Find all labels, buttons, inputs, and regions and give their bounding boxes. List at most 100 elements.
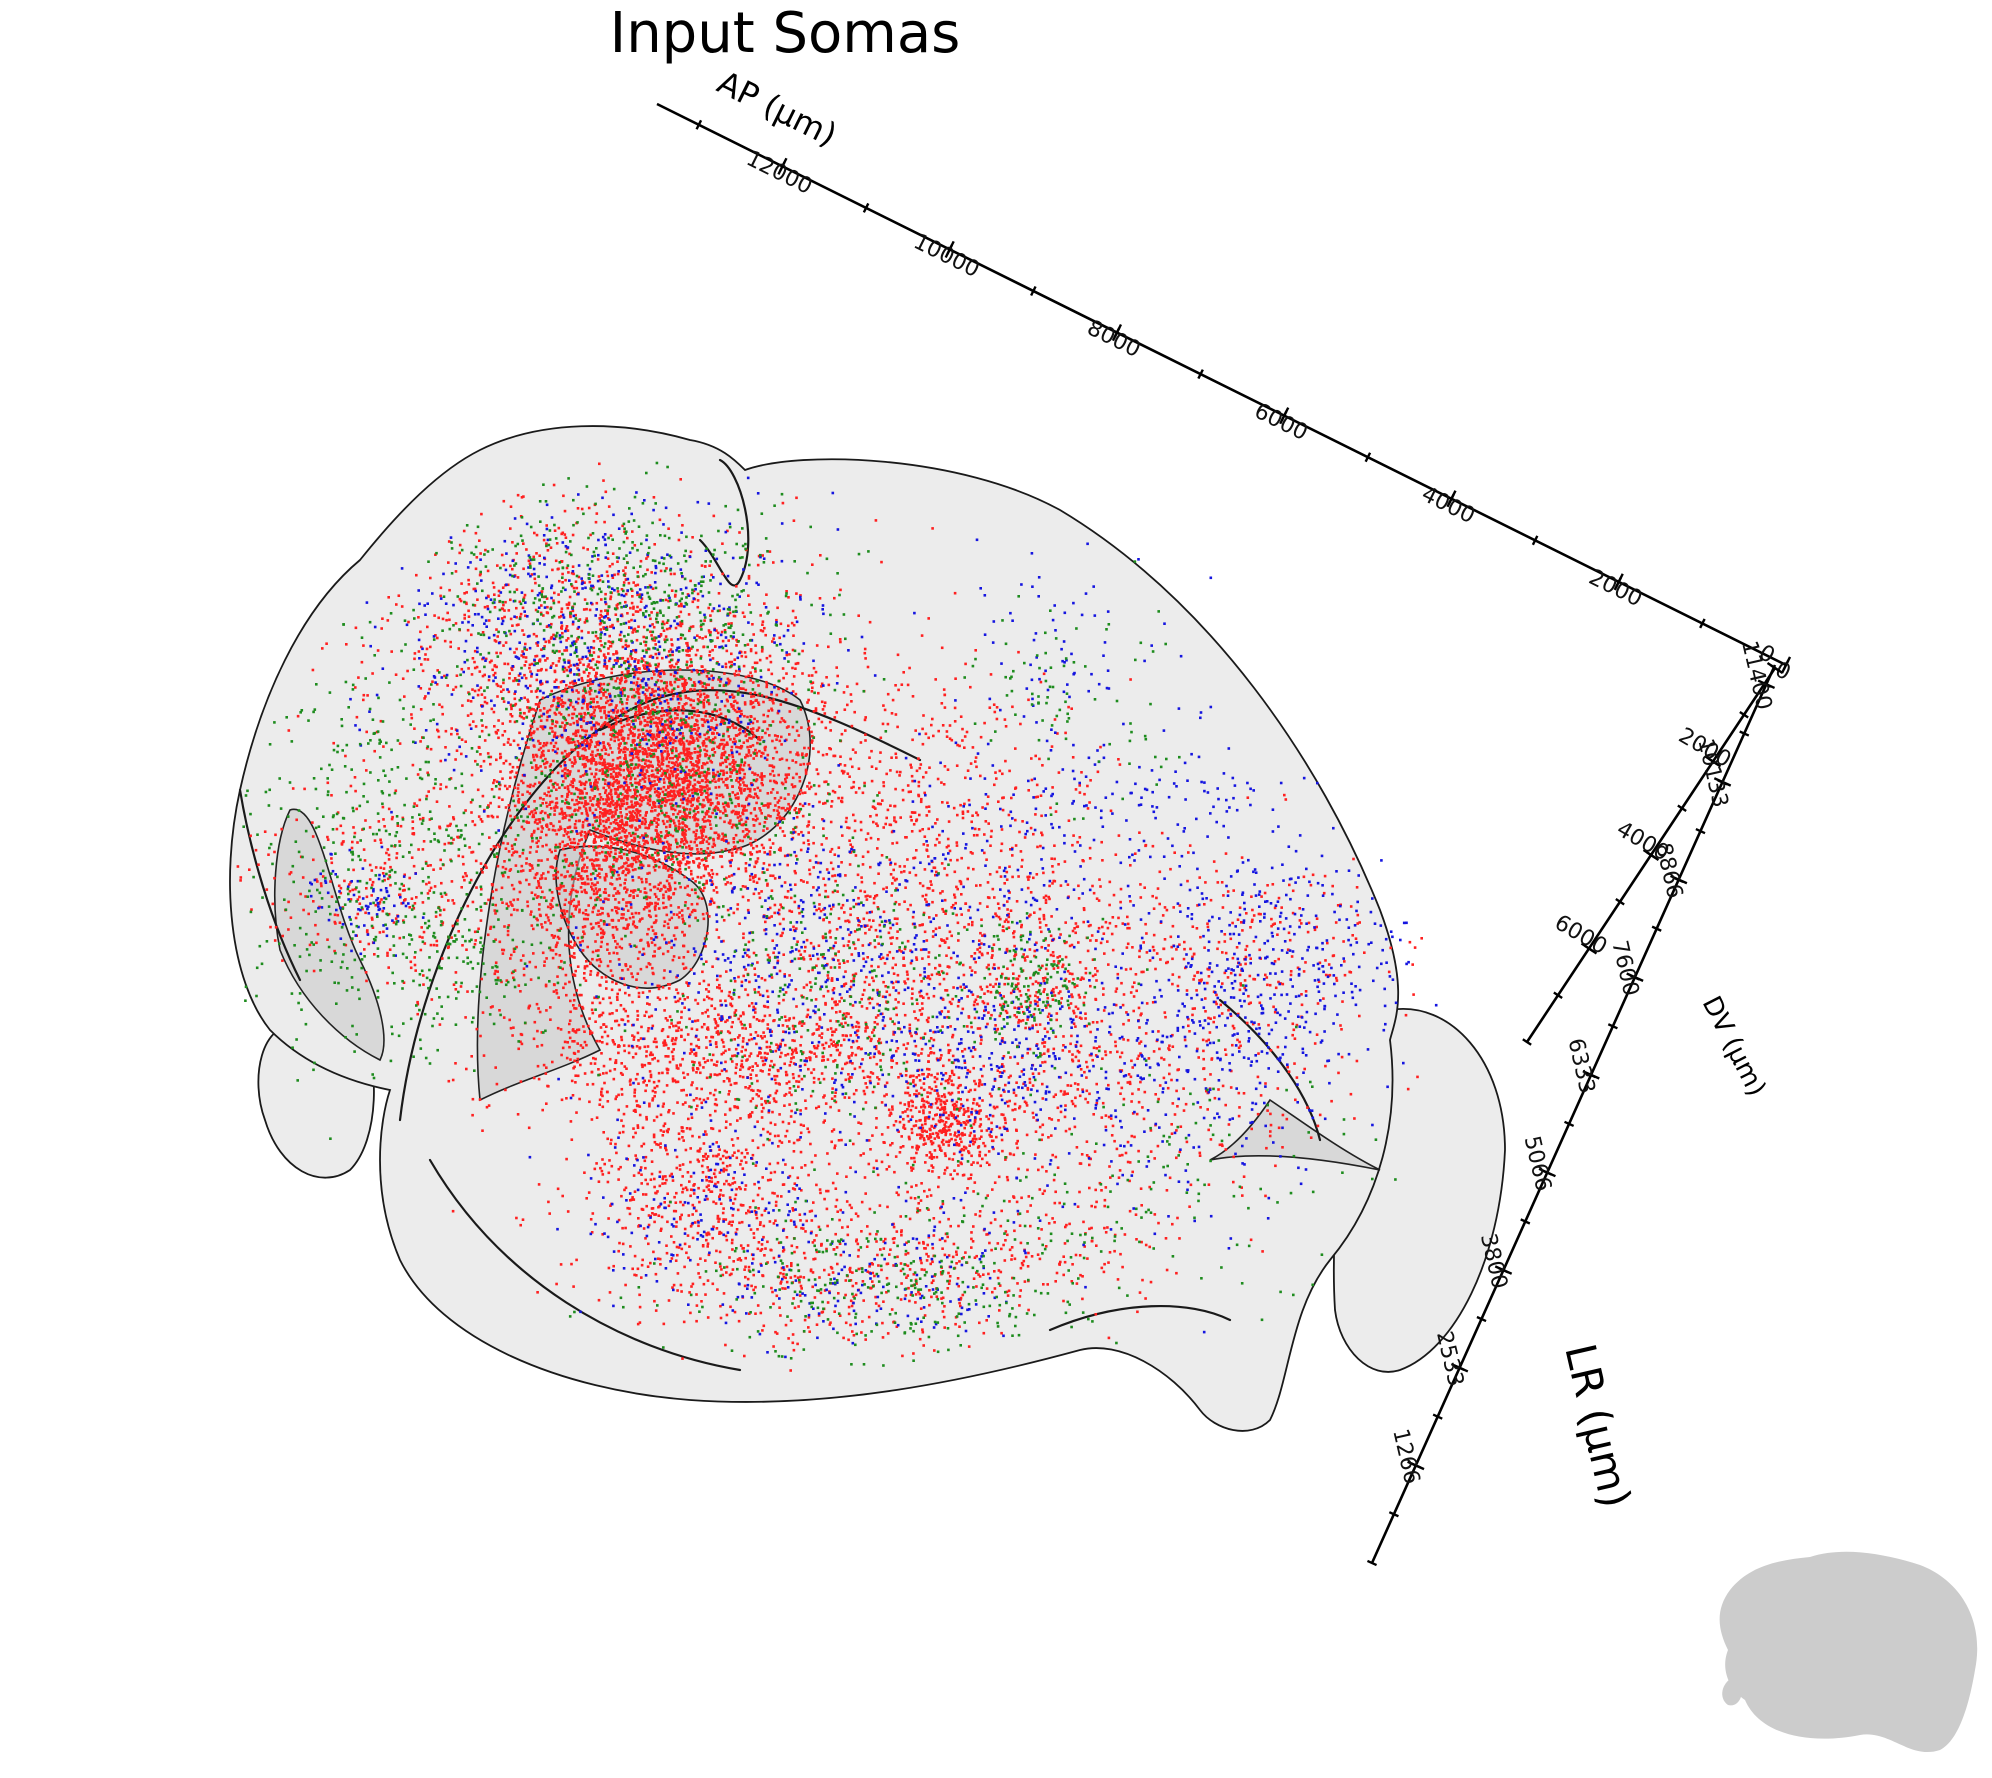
- soma-point-red: [489, 925, 493, 929]
- soma-point-red: [545, 711, 549, 714]
- soma-point-red: [694, 653, 698, 657]
- soma-point-red: [667, 527, 670, 530]
- soma-point-red: [606, 795, 609, 798]
- soma-point-red: [622, 796, 626, 800]
- soma-point-red: [606, 948, 609, 951]
- soma-point-red: [535, 841, 538, 845]
- soma-point-red: [692, 767, 695, 771]
- soma-point-red: [696, 756, 699, 760]
- soma-point-red: [426, 658, 430, 661]
- soma-point-red: [670, 873, 673, 877]
- soma-point-red: [623, 882, 626, 885]
- soma-point-red: [607, 825, 611, 829]
- soma-point-red: [588, 742, 592, 746]
- soma-point-red: [764, 731, 767, 735]
- soma-point-red: [697, 836, 701, 839]
- soma-point-red: [576, 795, 580, 799]
- soma-point-red: [658, 780, 661, 783]
- soma-point-red: [556, 935, 560, 939]
- soma-point-red: [572, 904, 576, 908]
- soma-point-red: [820, 720, 824, 724]
- soma-point-red: [536, 727, 539, 731]
- soma-point-red: [595, 786, 599, 789]
- soma-point-red: [614, 779, 618, 783]
- soma-point-red: [631, 750, 634, 753]
- soma-point-red: [539, 746, 543, 750]
- soma-point-red: [677, 906, 680, 909]
- soma-point-red: [681, 795, 685, 798]
- soma-point-red: [561, 840, 564, 844]
- soma-point-red: [553, 670, 557, 674]
- soma-point-red: [513, 720, 517, 724]
- soma-point-red: [563, 649, 566, 652]
- soma-point-red: [760, 776, 764, 779]
- soma-point-red: [909, 790, 912, 793]
- soma-point-red: [670, 690, 673, 694]
- soma-point-red: [776, 711, 780, 715]
- soma-point-red: [685, 787, 689, 790]
- soma-point-red: [610, 726, 613, 729]
- soma-point-red: [583, 870, 587, 873]
- soma-point-red: [631, 695, 634, 699]
- soma-point-red: [550, 934, 554, 937]
- soma-point-red: [741, 611, 745, 615]
- soma-point-red: [783, 834, 786, 837]
- soma-point-red: [734, 796, 738, 800]
- soma-point-red: [660, 669, 664, 673]
- soma-point-red: [676, 845, 679, 849]
- soma-point-red: [473, 660, 476, 664]
- soma-point-red: [423, 697, 426, 700]
- soma-point-red: [615, 995, 619, 999]
- soma-point-red: [557, 892, 561, 895]
- soma-point-red: [535, 695, 539, 699]
- soma-point-red: [620, 784, 624, 788]
- soma-point-red: [558, 650, 561, 653]
- soma-point-red: [726, 777, 729, 780]
- soma-point-red: [637, 912, 641, 915]
- soma-point-red: [698, 788, 701, 792]
- soma-point-red: [530, 891, 534, 894]
- soma-point-red: [524, 676, 528, 680]
- soma-point-red: [564, 898, 567, 902]
- soma-point-red: [601, 724, 604, 727]
- soma-point-red: [522, 542, 525, 545]
- soma-point-red: [803, 791, 807, 794]
- soma-point-red: [398, 742, 402, 745]
- soma-point-red: [689, 550, 693, 554]
- soma-point-red: [683, 681, 687, 684]
- soma-point-red: [857, 614, 860, 617]
- soma-point-red: [559, 703, 563, 706]
- soma-point-red: [658, 720, 662, 724]
- soma-point-red: [602, 819, 605, 823]
- soma-point-red: [637, 659, 640, 662]
- soma-point-red: [700, 671, 703, 675]
- soma-point-red: [705, 851, 708, 854]
- soma-point-red: [766, 792, 770, 795]
- soma-point-red: [570, 912, 574, 916]
- soma-point-red: [746, 726, 749, 729]
- soma-point-red: [667, 898, 671, 901]
- soma-point-red: [574, 819, 578, 823]
- soma-point-red: [693, 814, 696, 817]
- soma-point-red: [512, 1026, 515, 1029]
- soma-point-red: [609, 768, 612, 771]
- soma-point-red: [590, 735, 593, 739]
- soma-point-red: [517, 623, 520, 626]
- soma-point-red: [730, 851, 734, 855]
- soma-point-red: [634, 712, 637, 716]
- soma-point-red: [833, 853, 837, 856]
- soma-point-red: [580, 657, 584, 661]
- soma-point-red: [693, 739, 696, 742]
- soma-point-red: [580, 781, 583, 785]
- soma-point-red: [708, 631, 711, 634]
- soma-point-red: [628, 789, 632, 792]
- soma-point-red: [554, 713, 558, 716]
- soma-point-red: [616, 788, 619, 791]
- soma-point-red: [568, 752, 571, 755]
- soma-point-red: [594, 940, 597, 943]
- soma-point-red: [788, 733, 791, 736]
- soma-point-red: [643, 748, 646, 751]
- soma-point-red: [554, 952, 558, 956]
- soma-point-red: [701, 791, 704, 795]
- soma-point-red: [825, 837, 828, 840]
